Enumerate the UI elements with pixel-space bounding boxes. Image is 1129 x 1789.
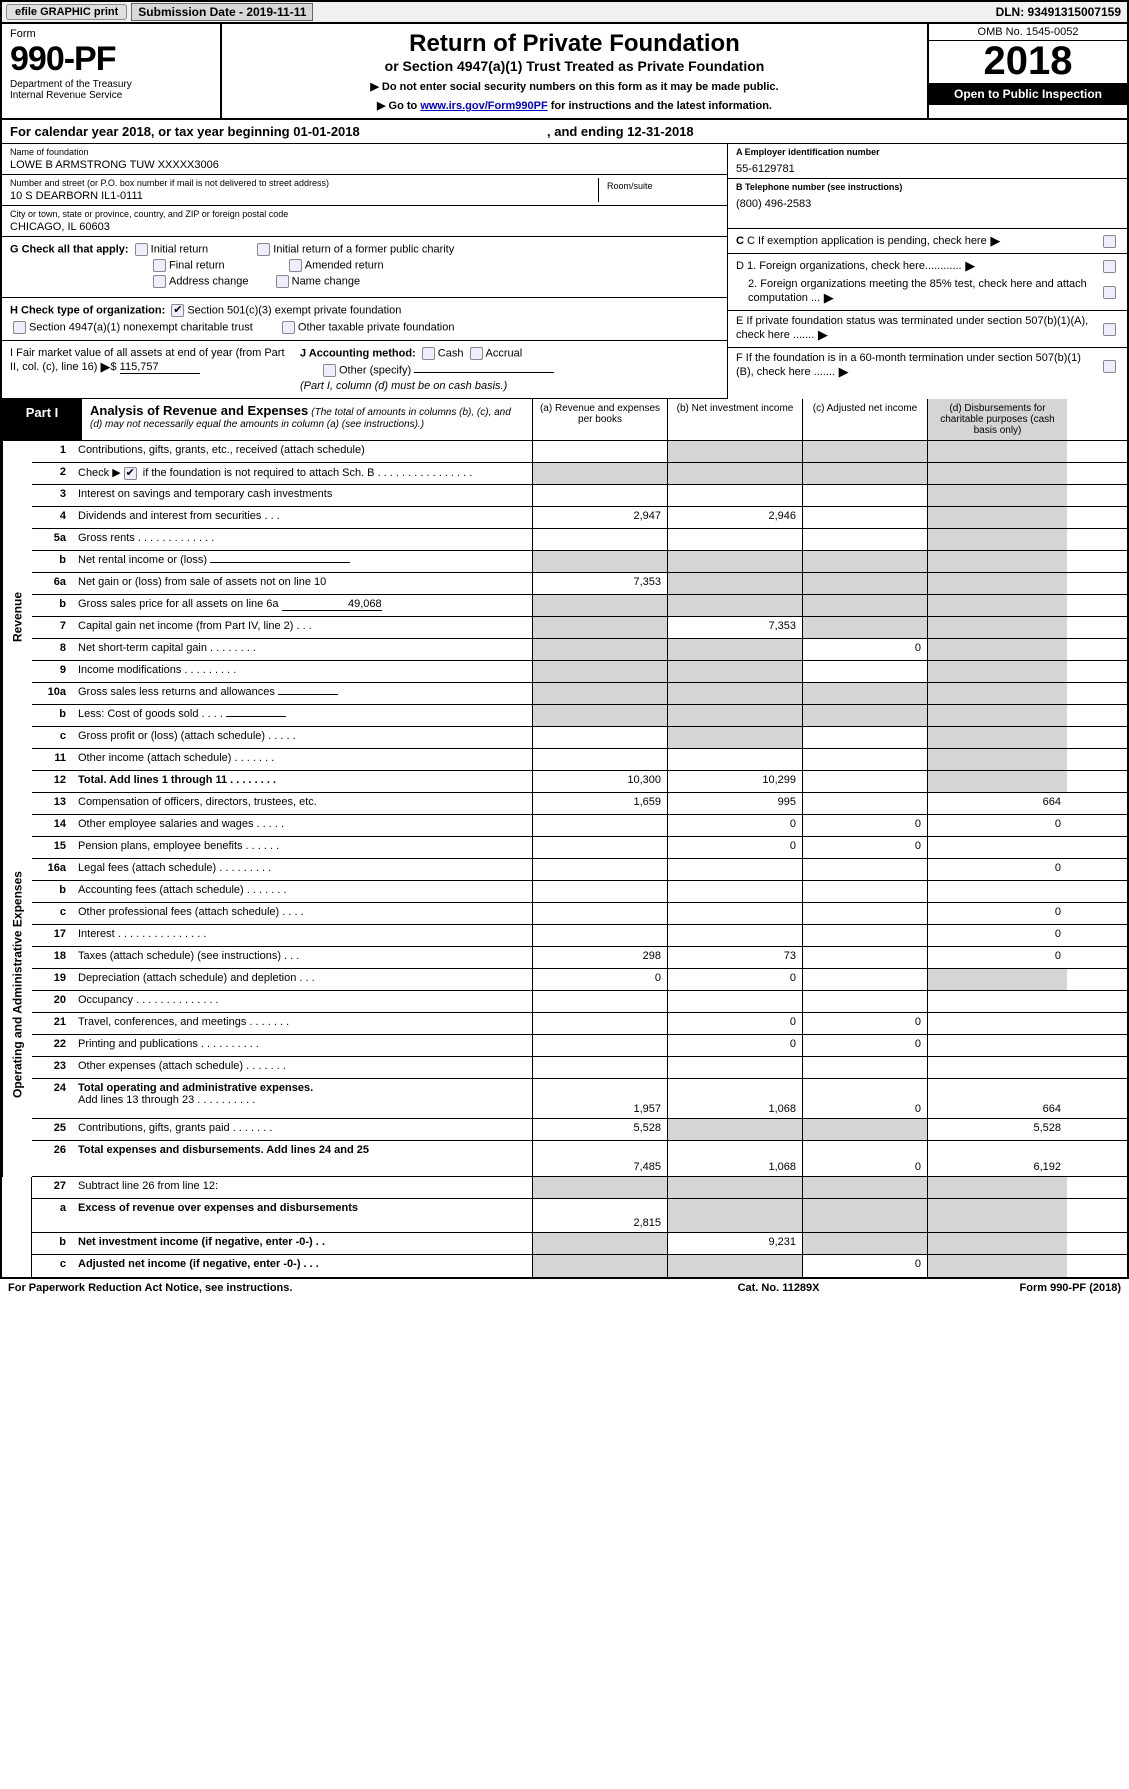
chk-other-tax[interactable] [282, 321, 295, 334]
g-checks: G Check all that apply: Initial return I… [2, 237, 727, 298]
tax-year: 2018 [929, 41, 1127, 81]
chk-f[interactable] [1103, 360, 1116, 373]
dln: DLN: 93491315007159 [996, 5, 1121, 19]
chk-cash[interactable] [422, 347, 435, 360]
col-a-header: (a) Revenue and expenses per books [532, 399, 667, 440]
chk-initial[interactable] [135, 243, 148, 256]
col-b-header: (b) Net investment income [667, 399, 802, 440]
chk-address[interactable] [153, 275, 166, 288]
chk-other-acct[interactable] [323, 364, 336, 377]
c-row: C C If exemption application is pending,… [728, 229, 1127, 254]
form-number: 990-PF [10, 40, 212, 79]
chk-former[interactable] [257, 243, 270, 256]
phone-row: B Telephone number (see instructions) (8… [728, 179, 1127, 229]
cat-no: Cat. No. 11289X [738, 1282, 820, 1294]
e-row: E If private foundation status was termi… [728, 311, 1127, 348]
topbar: efile GRAPHIC print Submission Date - 20… [2, 2, 1127, 24]
d-row: D 1. Foreign organizations, check here..… [728, 254, 1127, 311]
h-checks: H Check type of organization: Section 50… [2, 298, 727, 341]
fmv-value: 115,757 [120, 361, 200, 374]
chk-final[interactable] [153, 259, 166, 272]
chk-c[interactable] [1103, 235, 1116, 248]
form-990pf: efile GRAPHIC print Submission Date - 20… [0, 0, 1129, 1279]
ein-row: A Employer identification number 55-6129… [728, 144, 1127, 179]
dept: Department of the Treasury [10, 79, 212, 90]
name-row: Name of foundation LOWE B ARMSTRONG TUW … [2, 144, 727, 175]
submission-date: Submission Date - 2019-11-11 [131, 3, 313, 21]
chk-e[interactable] [1103, 323, 1116, 336]
instr2: ▶ Go to www.irs.gov/Form990PF for instru… [232, 99, 917, 112]
irs-link[interactable]: www.irs.gov/Form990PF [420, 100, 547, 112]
paperwork-notice: For Paperwork Reduction Act Notice, see … [8, 1282, 292, 1294]
instr1: ▶ Do not enter social security numbers o… [232, 80, 917, 93]
chk-d2[interactable] [1103, 286, 1116, 299]
col-c-header: (c) Adjusted net income [802, 399, 927, 440]
revenue-label: Revenue [2, 441, 32, 793]
calendar-year: For calendar year 2018, or tax year begi… [2, 120, 1127, 144]
page-footer: For Paperwork Reduction Act Notice, see … [0, 1279, 1129, 1297]
form-ref: Form 990-PF (2018) [1020, 1282, 1121, 1294]
chk-accrual[interactable] [470, 347, 483, 360]
ij-row: I Fair market value of all assets at end… [2, 341, 727, 399]
expenses-section: Operating and Administrative Expenses 13… [2, 793, 1127, 1177]
col-d-header: (d) Disbursements for charitable purpose… [927, 399, 1067, 440]
part-label: Part I [2, 399, 82, 440]
chk-schb[interactable] [124, 467, 137, 480]
efile-button[interactable]: efile GRAPHIC print [6, 4, 127, 20]
open-inspection: Open to Public Inspection [929, 83, 1127, 105]
form-word: Form [10, 28, 212, 40]
chk-d1[interactable] [1103, 260, 1116, 273]
form-subtitle: or Section 4947(a)(1) Trust Treated as P… [232, 58, 917, 74]
line27-section: 27Subtract line 26 from line 12: aExcess… [2, 1177, 1127, 1277]
chk-amended[interactable] [289, 259, 302, 272]
chk-name[interactable] [276, 275, 289, 288]
revenue-section: Revenue 1Contributions, gifts, grants, e… [2, 441, 1127, 793]
city-row: City or town, state or province, country… [2, 206, 727, 237]
form-header: Form 990-PF Department of the Treasury I… [2, 24, 1127, 120]
irs: Internal Revenue Service [10, 90, 212, 101]
info-block: Name of foundation LOWE B ARMSTRONG TUW … [2, 144, 1127, 399]
part1-header: Part I Analysis of Revenue and Expenses … [2, 399, 1127, 441]
f-row: F If the foundation is in a 60-month ter… [728, 348, 1127, 384]
form-title: Return of Private Foundation [232, 30, 917, 58]
chk-4947[interactable] [13, 321, 26, 334]
expenses-label: Operating and Administrative Expenses [2, 793, 32, 1177]
chk-501c3[interactable] [171, 304, 184, 317]
street-row: Number and street (or P.O. box number if… [2, 175, 727, 206]
